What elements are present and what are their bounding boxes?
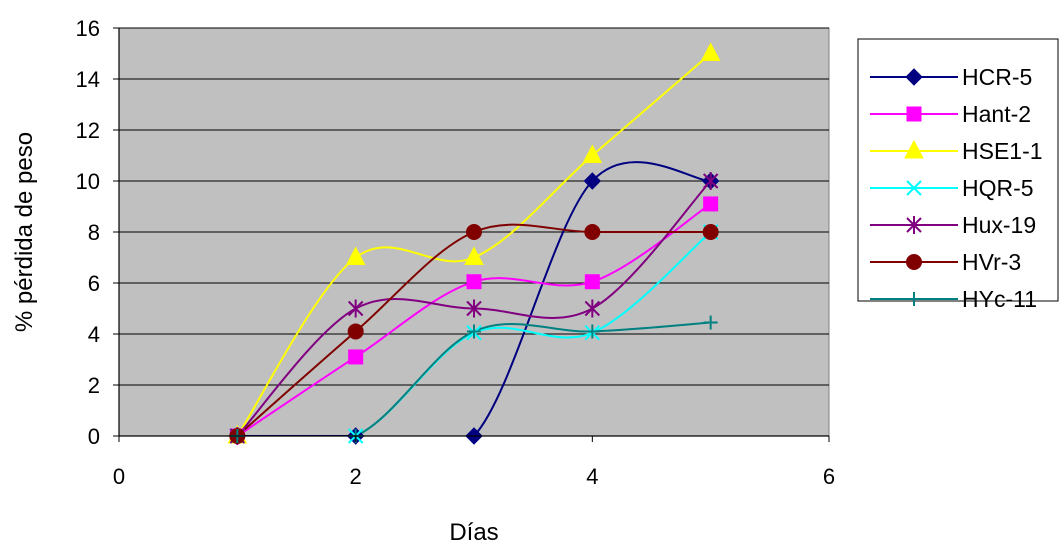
series-line-hcr-5: [237, 161, 711, 436]
data-point: [466, 274, 482, 290]
y-tick-label: 8: [88, 220, 100, 245]
legend-label: HCR-5: [962, 64, 1032, 90]
x-tick-label: 0: [113, 464, 125, 489]
legend-item: HSE1-1: [870, 138, 1043, 164]
legend-label: Hux-19: [962, 212, 1036, 238]
y-tick-label: 6: [88, 271, 100, 296]
x-axis-label: Días: [449, 519, 498, 546]
data-point: [702, 172, 719, 190]
data-point: [348, 349, 364, 365]
legend-marker: [906, 180, 922, 196]
data-point: [584, 299, 601, 318]
legend: HCR-5 Hant-2 HSE1-1 HQR-5 Hux-19 HVr-3 HYc-11: [857, 38, 1059, 312]
legend-item: HYc-11: [870, 286, 1037, 312]
data-point: [464, 246, 484, 265]
data-point: [585, 324, 600, 339]
y-tick-label: 10: [76, 169, 100, 194]
data-point: [345, 246, 366, 265]
legend-marker: [906, 254, 922, 270]
data-point: [703, 315, 718, 330]
data-point: [347, 323, 364, 340]
y-tick-labels: 0 2 4 6 8 10 12 14 16: [76, 16, 100, 449]
y-tick-label: 2: [88, 373, 100, 398]
legend-item: HQR-5: [870, 175, 1034, 201]
axes: [113, 27, 830, 442]
data-point: [582, 144, 603, 163]
x-tick-labels: 0 2 4 6: [113, 464, 835, 489]
legend-marker: [906, 216, 922, 234]
x-tick-label: 2: [350, 464, 362, 489]
series-markers: [227, 42, 721, 445]
legend-box: [857, 38, 1059, 302]
gridlines: [119, 27, 829, 386]
y-axis-label: % pérdida de peso: [11, 132, 38, 332]
data-point: [702, 224, 719, 240]
y-tick-label: 4: [88, 322, 100, 347]
data-point: [700, 42, 721, 61]
legend-item: Hant-2: [870, 101, 1031, 127]
legend-label: Hant-2: [962, 101, 1031, 127]
data-point: [584, 224, 601, 240]
data-point: [466, 224, 482, 240]
y-tick-label: 14: [76, 67, 100, 92]
data-point: [583, 172, 602, 190]
data-point: [584, 274, 600, 290]
x-tick-label: 6: [823, 464, 835, 489]
legend-label: HYc-11: [962, 286, 1037, 312]
legend-item: HCR-5: [870, 64, 1032, 90]
legend-marker: [906, 106, 922, 122]
data-point: [347, 299, 364, 318]
legend-marker: [904, 139, 924, 159]
legend-label: HSE1-1: [962, 138, 1043, 164]
legend-item: Hux-19: [870, 212, 1036, 238]
data-point: [467, 324, 481, 339]
data-point: [466, 299, 482, 318]
legend-item: HVr-3: [870, 249, 1021, 275]
data-point: [703, 196, 719, 212]
legend-label: HVr-3: [962, 249, 1021, 275]
x-tick-label: 4: [586, 464, 598, 489]
y-tick-label: 0: [88, 424, 100, 449]
y-tick-label: 12: [76, 118, 100, 143]
y-tick-label: 16: [76, 16, 100, 41]
legend-marker: [907, 292, 921, 306]
legend-label: HQR-5: [962, 175, 1034, 201]
legend-marker: [905, 68, 923, 86]
